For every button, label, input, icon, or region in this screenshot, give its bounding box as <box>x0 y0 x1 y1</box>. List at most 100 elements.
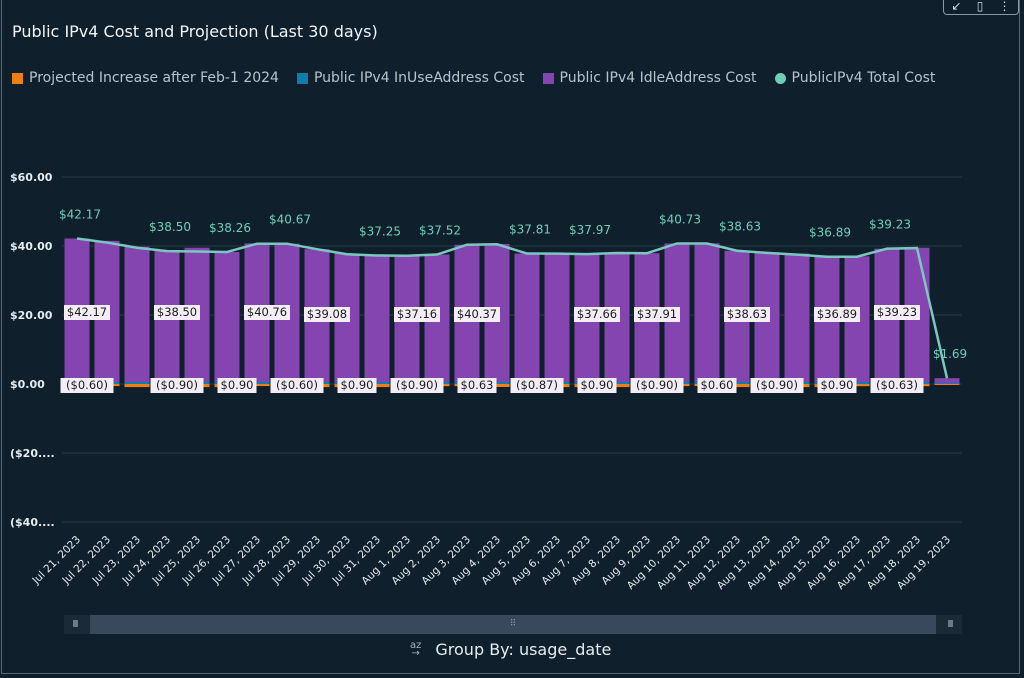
idle-cost-label: $37.91 <box>637 307 677 321</box>
legend-item-total[interactable]: PublicIPv4 Total Cost <box>774 70 936 86</box>
small-cost-label-bg <box>337 378 377 393</box>
group-by-control[interactable]: az → Group By: usage_date <box>410 640 611 659</box>
inuse-cost-bar <box>364 382 390 386</box>
small-cost-label: $0.63 <box>461 378 494 392</box>
small-cost-label: ($0.90) <box>636 378 678 392</box>
legend-swatch <box>542 72 554 84</box>
inuse-cost-bar <box>484 382 510 386</box>
expand-icon[interactable]: ↙ <box>951 0 962 13</box>
inuse-cost-bar <box>244 382 270 385</box>
chart-plot: $60.00$40.00$20.00$0.00($20....($40....J… <box>10 171 967 592</box>
small-cost-label-bg <box>697 378 737 393</box>
small-cost-label: ($0.90) <box>396 378 438 392</box>
horizontal-scrollbar[interactable]: ⠿ <box>64 615 962 634</box>
idle-cost-label: $40.76 <box>247 305 287 319</box>
idle-cost-label: $38.63 <box>727 307 767 321</box>
small-cost-label: ($0.90) <box>756 378 798 392</box>
sort-az-icon[interactable]: az → <box>410 639 422 659</box>
legend-item-inuse[interactable]: Public IPv4 InUseAddress Cost <box>296 70 525 86</box>
total-cost-label: $1.69 <box>933 347 967 361</box>
visual-toolbar: ↙ ▯ ⋮ <box>943 0 1019 15</box>
legend-label: Public IPv4 InUseAddress Cost <box>313 70 525 86</box>
small-cost-label-bg <box>60 378 114 393</box>
x-tick-label: Aug 19, 2023 <box>895 534 953 592</box>
y-tick-label: ($40.... <box>10 516 55 529</box>
idle-cost-bar <box>364 255 390 384</box>
projected-increase-bar <box>484 384 510 388</box>
small-cost-label-bg <box>150 378 204 393</box>
idle-cost-label-bg <box>874 305 920 320</box>
small-cost-label: ($0.63) <box>876 378 918 392</box>
total-cost-label: $38.50 <box>149 220 191 234</box>
inuse-cost-bar <box>844 382 870 385</box>
small-cost-label-bg <box>510 378 564 393</box>
projected-increase-bar <box>364 384 390 388</box>
idle-cost-label: $39.08 <box>307 307 347 321</box>
small-cost-label-bg <box>390 378 444 393</box>
small-cost-label-bg <box>457 378 497 393</box>
inuse-cost-bar <box>124 382 150 386</box>
idle-cost-bar <box>784 253 810 384</box>
projected-increase-bar <box>604 384 630 388</box>
projected-increase-bar <box>244 384 270 387</box>
idle-cost-label-bg <box>454 307 500 322</box>
small-cost-label: $0.90 <box>341 378 374 392</box>
y-tick-label: ($20.... <box>10 447 55 460</box>
legend-label: PublicIPv4 Total Cost <box>791 70 936 86</box>
idle-cost-label-bg <box>814 307 860 322</box>
projected-increase-bar <box>124 384 150 388</box>
y-tick-label: $60.00 <box>10 171 53 184</box>
projected-increase-bar <box>934 384 960 385</box>
total-cost-label: $38.63 <box>719 220 761 234</box>
small-cost-label: ($0.90) <box>156 378 198 392</box>
idle-cost-label: $39.23 <box>877 305 917 319</box>
legend-swatch <box>774 72 786 84</box>
inuse-cost-bar <box>934 382 960 383</box>
idle-cost-label-bg <box>154 305 200 320</box>
inuse-cost-bar <box>604 382 630 386</box>
idle-cost-label: $36.89 <box>817 307 857 321</box>
small-cost-label-bg <box>870 378 924 393</box>
total-cost-label: $39.23 <box>869 218 911 232</box>
idle-cost-label-bg <box>244 305 290 320</box>
idle-cost-bar <box>934 378 960 384</box>
idle-cost-label: $42.17 <box>67 305 107 319</box>
total-cost-label: $36.89 <box>809 226 851 240</box>
idle-cost-label: $37.16 <box>397 307 437 321</box>
legend-item-projected[interactable]: Projected Increase after Feb-1 2024 <box>12 70 279 86</box>
total-cost-label: $37.52 <box>419 224 461 238</box>
scroll-left-handle[interactable] <box>73 620 78 627</box>
y-tick-label: $20.00 <box>10 309 53 322</box>
total-cost-label: $37.25 <box>359 224 401 238</box>
idle-cost-label-bg <box>304 307 350 322</box>
more-menu-icon[interactable]: ⋮ <box>998 0 1011 13</box>
scroll-right-handle[interactable] <box>948 620 953 627</box>
total-cost-label: $38.26 <box>209 221 251 235</box>
small-cost-label-bg <box>817 378 857 393</box>
small-cost-label: $0.90 <box>821 378 854 392</box>
idle-cost-label: $38.50 <box>157 305 197 319</box>
small-cost-label-bg <box>630 378 684 393</box>
total-cost-label: $40.73 <box>659 212 701 226</box>
projected-increase-bar <box>844 384 870 387</box>
idle-cost-label-bg <box>394 307 440 322</box>
small-cost-label-bg <box>217 378 257 393</box>
pin-icon[interactable]: ▯ <box>976 0 984 13</box>
projected-increase-bar <box>724 384 750 388</box>
inuse-cost-bar <box>724 382 750 386</box>
legend-swatch <box>12 72 23 84</box>
small-cost-label: ($0.60) <box>66 378 108 392</box>
legend-item-idle[interactable]: Public IPv4 IdleAddress Cost <box>542 70 757 86</box>
idle-cost-label-bg <box>724 307 770 322</box>
small-cost-label-bg <box>577 378 617 393</box>
idle-cost-label: $40.37 <box>457 307 497 321</box>
idle-cost-bar <box>694 243 720 384</box>
total-cost-label: $37.97 <box>569 223 611 237</box>
idle-cost-label: $37.66 <box>577 307 617 321</box>
chart-legend: Projected Increase after Feb-1 2024 Publ… <box>12 70 935 86</box>
total-cost-line <box>76 237 949 379</box>
scroll-thumb[interactable]: ⠿ <box>90 615 936 634</box>
chart-title: Public IPv4 Cost and Projection (Last 30… <box>12 22 378 41</box>
legend-label: Projected Increase after Feb-1 2024 <box>29 70 279 86</box>
